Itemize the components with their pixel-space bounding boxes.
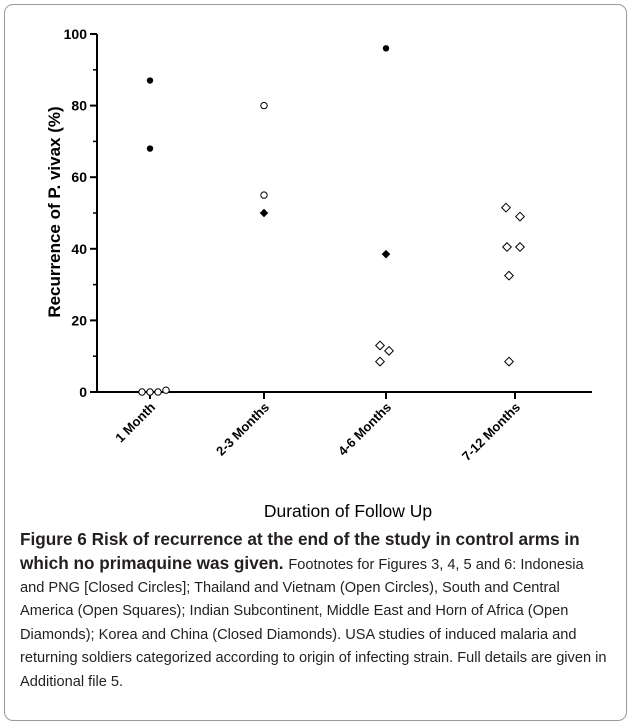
open-diamond-point — [374, 340, 386, 351]
x-tick-label: 1 Month — [112, 399, 158, 445]
open-circle-point — [260, 191, 268, 199]
y-tick-label: 40 — [71, 241, 87, 257]
open-diamond-point — [514, 211, 526, 222]
y-tick-label: 60 — [71, 169, 87, 185]
closed-diamond-point — [259, 208, 269, 218]
y-tick-label: 100 — [64, 26, 88, 42]
open-circle-point — [146, 388, 154, 396]
closed-diamond-point — [381, 249, 391, 259]
x-tick-label: 2-3 Months — [213, 400, 272, 459]
open-diamond-point — [503, 356, 515, 367]
closed-circle-point — [146, 145, 154, 152]
closed-circle-point — [382, 45, 390, 52]
open-diamond-point — [514, 242, 526, 253]
open-diamond-point — [383, 345, 395, 356]
x-axis-label: Duration of Follow Up — [264, 501, 432, 521]
open-diamond-point — [501, 242, 513, 253]
y-tick-label: 0 — [79, 384, 87, 400]
y-axis-label: Recurrence of P. vivax (%) — [45, 106, 64, 317]
figure-caption: Figure 6 Risk of recurrence at the end o… — [20, 528, 612, 693]
x-tick-label: 4-6 Months — [335, 400, 394, 459]
figure-frame — [4, 4, 627, 721]
open-circle-point — [154, 388, 162, 396]
open-diamond-point — [374, 356, 386, 367]
chart-marks — [138, 45, 526, 396]
open-diamond-point — [500, 202, 512, 213]
closed-circle-point — [146, 77, 154, 84]
scatter-chart: 0 20 40 60 80 100 1 Month 2-3 Months 4-6 Months 7… — [45, 26, 592, 521]
open-circle-point — [138, 388, 146, 396]
caption-body: Footnotes for Figures 3, 4, 5 and 6: Ind… — [20, 556, 607, 690]
open-circle-point — [260, 101, 268, 110]
chart-axes: 0 20 40 60 80 100 1 Month 2-3 Months 4-6 Months 7… — [64, 26, 592, 464]
caption-title: Figure 6 Risk of recurrence at the end o… — [20, 529, 580, 573]
open-circle-point — [162, 386, 170, 394]
y-tick-label: 20 — [71, 312, 87, 328]
y-tick-label: 80 — [71, 98, 87, 114]
open-diamond-point — [503, 270, 515, 281]
x-tick-label: 7-12 Months — [459, 400, 523, 464]
